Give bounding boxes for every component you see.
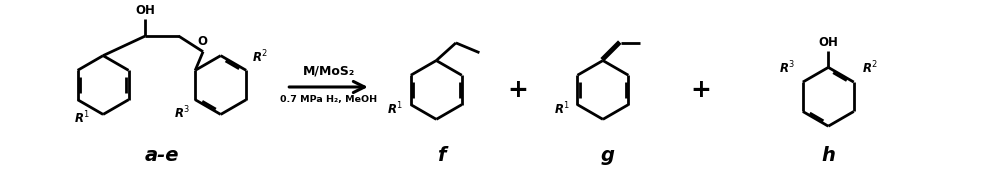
Text: M/MoS₂: M/MoS₂	[302, 64, 355, 77]
Text: h: h	[821, 146, 835, 165]
Text: +: +	[690, 78, 711, 102]
Text: OH: OH	[135, 4, 155, 17]
Text: OH: OH	[818, 36, 838, 49]
Text: +: +	[507, 78, 528, 102]
Text: f: f	[437, 146, 445, 165]
Text: 0.7 MPa H₂, MeOH: 0.7 MPa H₂, MeOH	[280, 95, 377, 104]
Text: R$^2$: R$^2$	[252, 49, 268, 65]
Text: R$^1$: R$^1$	[554, 100, 570, 117]
Text: R$^3$: R$^3$	[174, 105, 189, 121]
Text: g: g	[601, 146, 615, 165]
Text: a-e: a-e	[145, 146, 179, 165]
Text: R$^3$: R$^3$	[779, 60, 795, 76]
Text: R$^1$: R$^1$	[74, 110, 89, 127]
Text: O: O	[197, 35, 207, 48]
Text: R$^2$: R$^2$	[862, 60, 877, 76]
Text: R$^1$: R$^1$	[387, 100, 403, 117]
